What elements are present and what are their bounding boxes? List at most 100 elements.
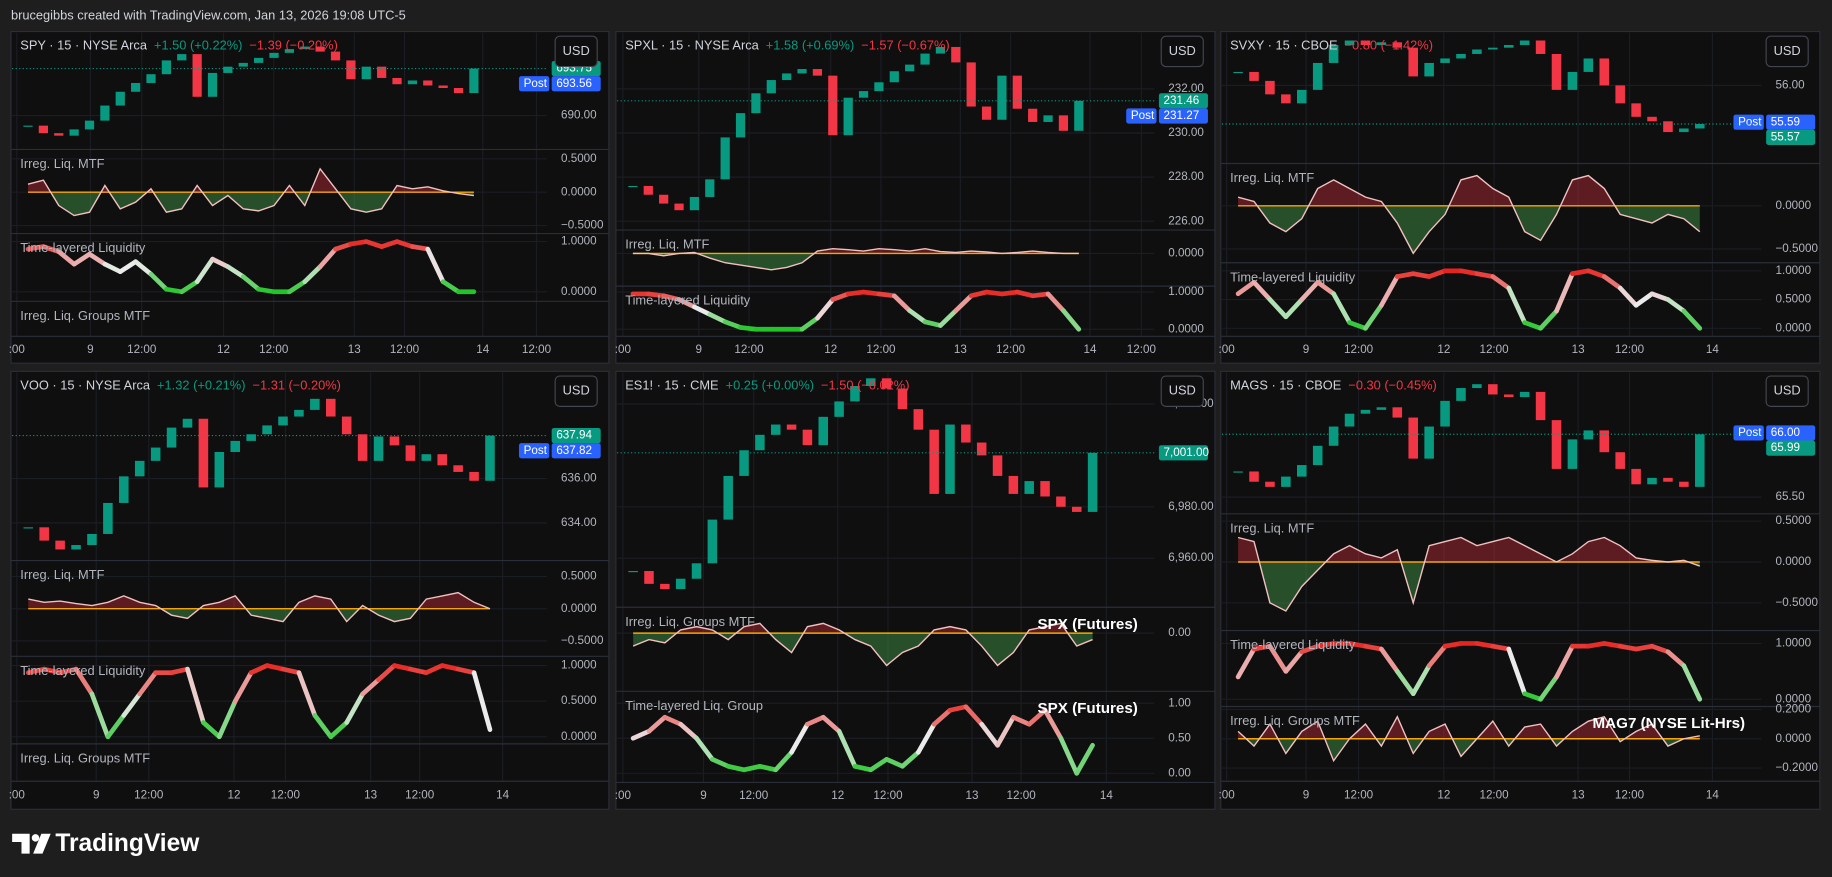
price-tag — [1158, 93, 1208, 109]
y-tick-label: −0.2000 — [1775, 761, 1818, 774]
liquidity-segment — [41, 666, 63, 676]
pane-label: Time-layered Liq. Group — [625, 698, 763, 713]
liquidity-segment — [201, 720, 222, 740]
liquidity-segment — [820, 714, 842, 734]
candle — [310, 398, 320, 410]
time-label: :00 — [9, 788, 26, 801]
liquidity-segment — [1363, 302, 1384, 331]
y-tick-label: −0.5000 — [561, 634, 604, 647]
liquidity-segment — [89, 691, 111, 740]
liquidity-segment — [852, 763, 874, 773]
y-tick-label: 1.00 — [1168, 696, 1191, 709]
liquidity-segment — [1030, 291, 1051, 299]
liquidity-segment — [692, 304, 713, 317]
candle — [1249, 71, 1259, 81]
liquidity-segment — [210, 256, 231, 270]
liquidity-segment — [117, 259, 138, 275]
candle — [161, 60, 171, 75]
candle — [207, 72, 218, 97]
time-label: 14 — [1706, 343, 1719, 356]
candle — [1408, 47, 1418, 77]
candle — [453, 87, 464, 94]
y-tick-label: 0.5000 — [561, 570, 597, 583]
candle — [935, 46, 946, 54]
currency-button — [1765, 35, 1809, 68]
candle — [1647, 116, 1657, 122]
symbol-header: SVXY · 15 · CBOE −0.80 (−1.42%) — [1230, 38, 1433, 53]
candle — [643, 185, 653, 195]
liquidity-segment — [1554, 643, 1575, 680]
candle — [1615, 452, 1625, 469]
candle — [858, 91, 869, 98]
candle — [1503, 394, 1514, 398]
time-label: 12:00 — [739, 789, 769, 802]
currency-button — [554, 375, 598, 407]
area-above — [1238, 537, 1689, 563]
candle — [1440, 400, 1450, 427]
liquidity-segment — [1601, 274, 1623, 291]
candle — [782, 73, 792, 81]
liquidity-segment — [1251, 279, 1273, 302]
liquidity-segment — [169, 666, 190, 676]
candle — [1392, 407, 1403, 418]
candle — [1567, 71, 1578, 90]
liquidity-segment — [1299, 279, 1321, 302]
candle — [1456, 388, 1466, 401]
liquidity-segment — [1045, 291, 1066, 313]
liquidity-segment — [379, 239, 400, 249]
candle — [705, 179, 715, 197]
currency-label: USD — [1169, 43, 1196, 58]
price-tag-label: 66.00 — [1771, 426, 1801, 439]
pane-note: SPX (Futures) — [1038, 616, 1138, 633]
candle — [485, 435, 495, 481]
liquidity-segment — [1026, 707, 1048, 727]
y-tick-label: 0.0000 — [561, 285, 597, 298]
candle — [1551, 53, 1562, 90]
candle — [69, 129, 79, 136]
candle — [874, 82, 884, 92]
liquidity-segment — [676, 297, 697, 310]
price-tag-label: 693.56 — [556, 77, 592, 90]
time-label: 12 — [1437, 788, 1450, 801]
liquidity-segment — [1506, 646, 1528, 697]
y-tick-label: 1.0000 — [561, 235, 597, 248]
candle — [889, 71, 899, 83]
candle — [373, 436, 384, 461]
candle — [1663, 121, 1673, 133]
candle — [1631, 103, 1641, 117]
panel — [615, 30, 1216, 364]
panel — [1220, 370, 1821, 810]
candle — [389, 436, 400, 446]
candle — [720, 137, 730, 180]
candle — [770, 424, 781, 435]
currency-label: USD — [563, 43, 590, 58]
time-label: 12:00 — [1479, 343, 1509, 356]
candle — [437, 454, 447, 466]
candle — [1567, 439, 1578, 469]
indicator-line — [1237, 715, 1700, 763]
candle — [361, 66, 371, 80]
pane-label: Irreg. Liq. Groups MTF — [1230, 713, 1360, 728]
liquidity-segment — [425, 246, 446, 285]
symbol: SVXY · 15 · CBOE — [1230, 38, 1337, 53]
liquidity-segment — [1554, 271, 1575, 314]
candle — [1028, 108, 1038, 122]
liquidity-segment — [646, 714, 668, 734]
liquidity-segment — [148, 271, 169, 292]
time-label: 9 — [1303, 788, 1309, 801]
pane-note: MAG7 (NYSE Lit-Hrs) — [1593, 715, 1746, 732]
time-label: 12 — [1437, 343, 1450, 356]
liquidity-segment — [999, 289, 1020, 297]
candle — [198, 418, 209, 488]
candle — [254, 57, 264, 63]
change: +1.58 (+0.69%) — [766, 38, 854, 53]
area-above — [1238, 175, 1700, 206]
candle — [1392, 42, 1403, 48]
price-tag-label: 55.57 — [1771, 130, 1800, 143]
y-tick-label: −0.5000 — [1775, 596, 1818, 609]
currency-button — [554, 35, 598, 68]
time-label: 9 — [696, 343, 702, 356]
y-tick-label: 0.0000 — [1775, 555, 1811, 568]
candle — [1535, 391, 1546, 421]
brand-name: TradingView — [55, 830, 200, 857]
